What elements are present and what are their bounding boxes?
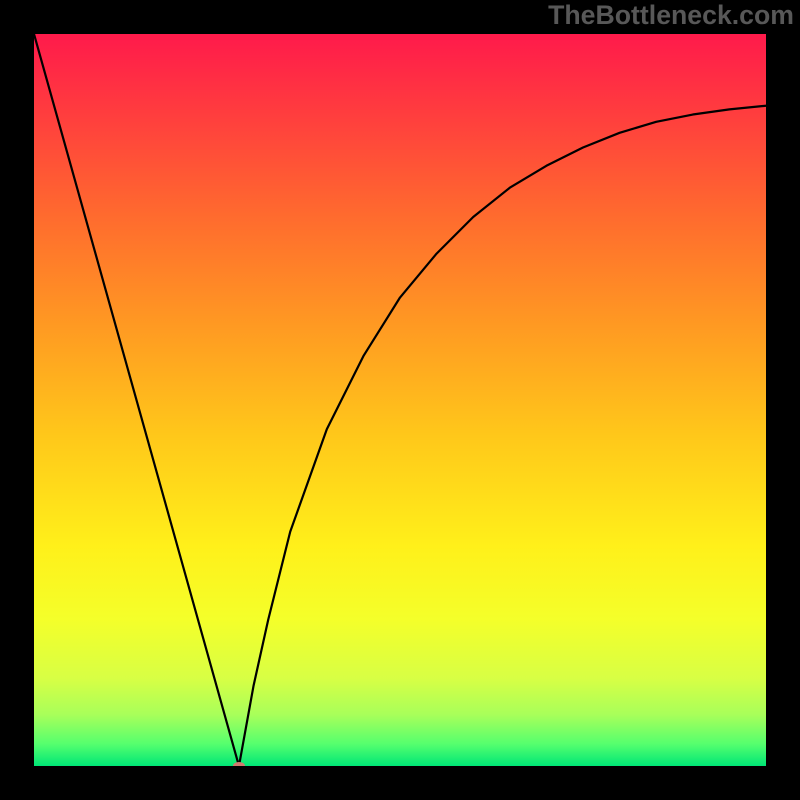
plot-area — [34, 34, 766, 766]
plot-lines — [34, 34, 766, 766]
nadir-marker — [233, 762, 245, 766]
chart-frame: { "meta": { "watermark_text": "TheBottle… — [0, 0, 800, 800]
curve-left-branch — [34, 34, 239, 766]
curve-right-branch — [239, 106, 766, 766]
watermark-text: TheBottleneck.com — [548, 0, 794, 31]
